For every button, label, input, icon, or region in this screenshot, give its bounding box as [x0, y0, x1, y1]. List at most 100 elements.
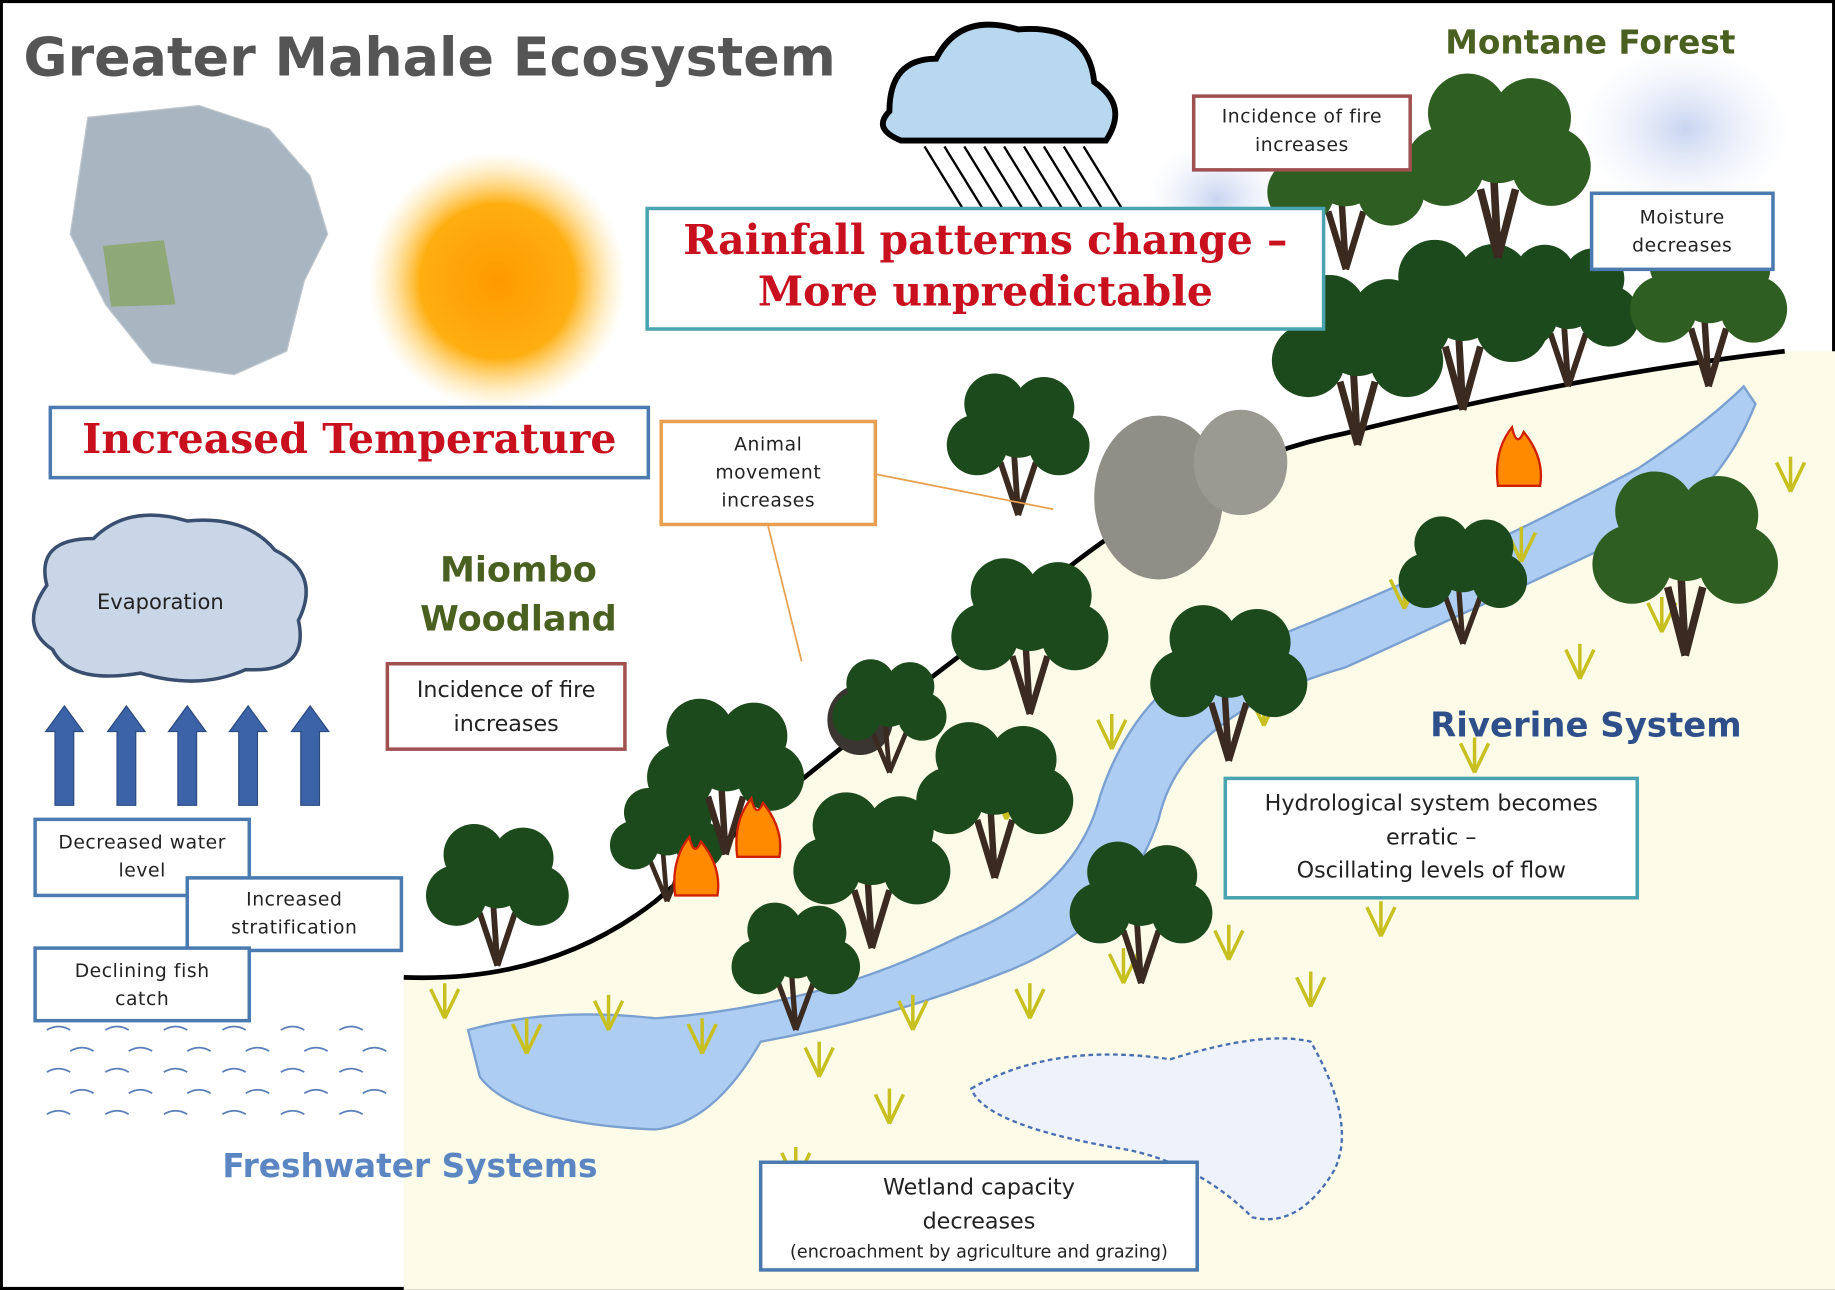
- wave: [128, 1088, 153, 1094]
- wave: [280, 1025, 305, 1031]
- grass: [873, 1088, 906, 1125]
- box-text: level: [118, 860, 165, 881]
- tree-crown: [791, 905, 847, 961]
- arrow: [228, 704, 268, 806]
- zone-label: Freshwater Systems: [222, 1147, 597, 1185]
- tree-crown: [935, 722, 1003, 790]
- map-park: [102, 240, 176, 307]
- grass: [1096, 714, 1128, 750]
- wave: [163, 1025, 188, 1031]
- box-text: More unpredictable: [758, 268, 1213, 316]
- wave: [128, 1046, 153, 1052]
- mist: [1579, 46, 1791, 211]
- fire: [1495, 424, 1543, 488]
- title: Greater Mahale Ecosystem: [23, 26, 835, 89]
- wave: [245, 1046, 270, 1052]
- box-text: Incidence of fire: [1222, 107, 1382, 128]
- wave: [303, 1046, 329, 1052]
- map: [69, 104, 329, 376]
- tree-crown: [720, 702, 788, 770]
- tree-crown: [1169, 605, 1237, 673]
- tree-crown: [666, 698, 734, 766]
- text-box: Increased stratification: [185, 876, 404, 953]
- box-text: Hydrological system becomes: [1265, 791, 1598, 817]
- box-frame: [1589, 191, 1775, 272]
- box-text: Declining fish: [75, 961, 210, 982]
- wave: [338, 1109, 364, 1116]
- text-box: Incidence of fire increases: [385, 661, 627, 751]
- box-frame: [1191, 94, 1412, 172]
- tree-crown: [1223, 608, 1291, 676]
- tree-crown: [1679, 476, 1759, 556]
- wetland: [969, 1037, 1344, 1221]
- evaporation-label: Evaporation: [97, 589, 224, 614]
- grass: [1295, 971, 1327, 1008]
- tree-crown: [1615, 471, 1695, 551]
- grass: [1014, 983, 1046, 1020]
- box-text: Animal: [734, 434, 802, 455]
- elephant: [1094, 415, 1223, 580]
- grass: [897, 994, 929, 1031]
- wave: [221, 1025, 247, 1031]
- grass: [1564, 643, 1596, 680]
- wave: [163, 1109, 188, 1116]
- arrow: [44, 704, 85, 806]
- tree-crown: [885, 662, 935, 711]
- box-text: Incidence of fire: [417, 677, 596, 703]
- text-box: Increased Temperature: [48, 405, 651, 480]
- evaporation-cloud: [31, 513, 308, 683]
- zone-label: Riverine System: [1430, 706, 1742, 745]
- tree-crown: [1491, 78, 1571, 158]
- fire: [735, 795, 782, 858]
- wave: [104, 1067, 130, 1073]
- labels: Greater Mahale Ecosystem Montane Forest …: [23, 24, 1775, 1272]
- box-frame: [48, 405, 651, 480]
- text-box: Moisture decreases: [1589, 191, 1775, 272]
- wave: [362, 1046, 387, 1052]
- box-frame: [758, 1160, 1199, 1272]
- wave: [46, 1025, 71, 1031]
- box-text: (encroachment by agriculture and grazing…: [790, 1242, 1168, 1262]
- zone-label: Montane Forest: [1445, 24, 1735, 62]
- grass: [429, 983, 461, 1020]
- text-box: Declining fish catch: [33, 946, 252, 1023]
- box-text: Rainfall patterns change –: [683, 216, 1287, 264]
- grass: [592, 994, 625, 1031]
- box-text: Increased Temperature: [82, 415, 616, 463]
- wave: [280, 1067, 305, 1073]
- tree-crown: [1514, 244, 1576, 306]
- text-box: Incidence of fire increases: [1191, 94, 1412, 172]
- box-text: Oscillating levels of flow: [1297, 857, 1566, 883]
- grass: [686, 1018, 718, 1055]
- wave: [104, 1109, 130, 1116]
- fire: [673, 834, 720, 897]
- wave: [163, 1067, 188, 1073]
- arrow: [167, 704, 208, 806]
- box-text: increases: [454, 711, 559, 737]
- tree-crown: [970, 558, 1038, 626]
- box-text: increases: [721, 491, 815, 512]
- elephant: [1193, 409, 1288, 516]
- wave: [362, 1088, 387, 1094]
- text-box: Wetland capacity decreases (encroachment b…: [758, 1160, 1199, 1272]
- box-text: decreases: [1632, 235, 1732, 256]
- tree-crown: [1087, 841, 1149, 903]
- text-box: Hydrological system becomes erratic – Osci…: [1223, 776, 1639, 900]
- tree-crown: [492, 827, 554, 889]
- box-text: erratic –: [1386, 825, 1476, 851]
- grass: [1774, 456, 1807, 493]
- text-box: Rainfall patterns change –More unpredict…: [645, 206, 1326, 331]
- box-text: catch: [115, 989, 169, 1010]
- tree-crown: [443, 824, 505, 885]
- text-box: Animal movement increases: [659, 419, 878, 527]
- box-text: stratification: [231, 918, 357, 939]
- wave: [104, 1025, 130, 1031]
- tree-crown: [1013, 377, 1075, 438]
- box-frame: [385, 661, 627, 751]
- wave: [280, 1109, 305, 1116]
- wave: [69, 1046, 95, 1052]
- wave: [338, 1067, 364, 1073]
- wave: [221, 1109, 247, 1116]
